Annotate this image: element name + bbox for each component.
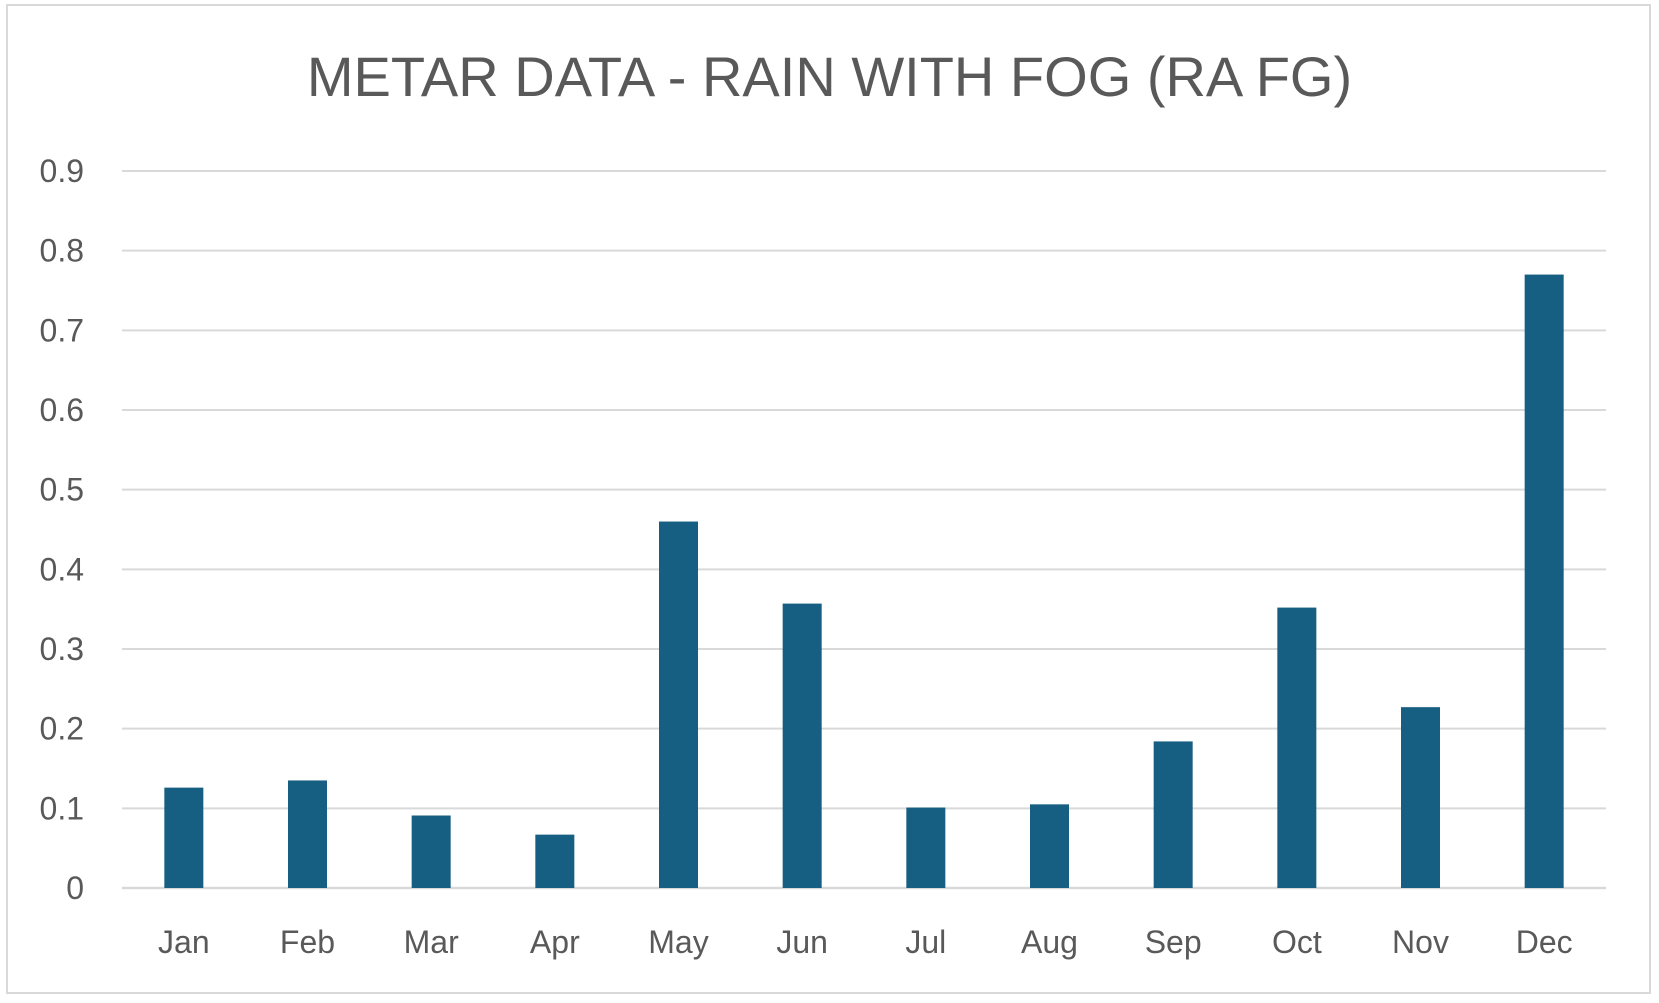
x-tick-label: Aug [1021, 924, 1078, 960]
y-tick-label: 0.2 [40, 711, 84, 747]
bar-oct [1277, 607, 1317, 888]
x-tick-label: Nov [1392, 924, 1449, 960]
y-tick-label: 0.1 [40, 790, 84, 826]
y-tick-label: 0.6 [40, 392, 84, 428]
x-tick-label: Jul [905, 924, 946, 960]
x-axis-tick-labels: Jan Feb Mar Apr May Jun Jul Aug Sep Oct Nov Dec [158, 924, 1573, 960]
y-tick-label: 0.7 [40, 312, 84, 348]
bar-nov [1401, 707, 1440, 888]
bar-may [659, 521, 698, 888]
bar-mar [411, 815, 451, 888]
chart-title: METAR DATA - RAIN WITH FOG (RA FG) [306, 45, 1353, 108]
bar-jan [164, 787, 204, 888]
y-tick-label: 0 [66, 870, 84, 906]
x-tick-label: Apr [530, 924, 580, 960]
bar-jun [782, 603, 822, 888]
gridlines [122, 170, 1606, 890]
x-tick-label: Dec [1516, 924, 1573, 960]
bar-jul [906, 807, 946, 888]
y-tick-label: 0.3 [40, 631, 84, 667]
x-tick-label: Oct [1272, 924, 1322, 960]
bar-dec [1524, 274, 1564, 889]
x-tick-label: May [648, 924, 708, 960]
x-tick-label: Mar [404, 924, 459, 960]
bar-apr [535, 834, 575, 888]
x-tick-label: Sep [1145, 924, 1202, 960]
bar-feb [288, 780, 327, 888]
y-tick-label: 0.5 [40, 472, 84, 508]
x-tick-label: Feb [280, 924, 335, 960]
bar-sep [1153, 741, 1193, 888]
x-tick-label: Jun [776, 924, 828, 960]
x-tick-label: Jan [158, 924, 210, 960]
y-tick-label: 0.9 [40, 153, 84, 189]
y-tick-label: 0.4 [40, 551, 84, 587]
bar-aug [1030, 804, 1069, 888]
y-tick-label: 0.8 [40, 233, 84, 269]
chart-frame [6, 4, 1651, 994]
y-axis-tick-labels: 0 0.1 0.2 0.3 0.4 0.5 0.6 0.7 0.8 0.9 [40, 153, 84, 906]
bars [164, 274, 1564, 889]
